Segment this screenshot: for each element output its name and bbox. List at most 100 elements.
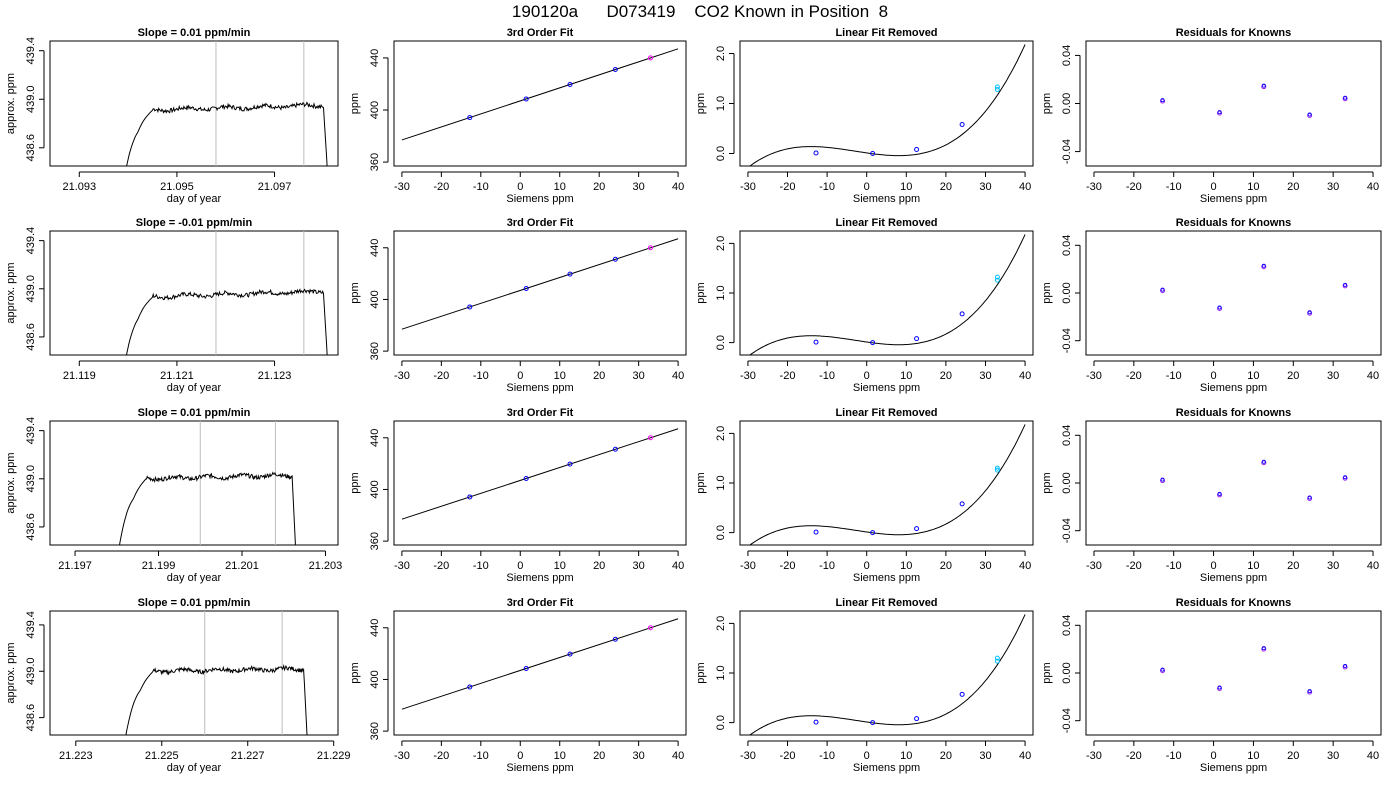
x-tick-label: -20	[1126, 370, 1142, 382]
plot-frame	[739, 610, 1034, 736]
x-tick-label: -20	[780, 750, 796, 762]
co2-trace-line	[126, 101, 328, 166]
x-tick-label: 0	[517, 750, 523, 762]
x-tick-label: 30	[1327, 181, 1339, 193]
x-tick-label: 0	[1211, 560, 1217, 572]
x-tick-label: 21.203	[309, 560, 343, 572]
panel-title: 3rd Order Fit	[507, 27, 574, 39]
x-tick-label: -30	[740, 750, 756, 762]
panel-timeseries-row-1: Slope = 0.01 ppm/min 21.093 21.095 21.097 da…	[5, 27, 339, 205]
panel-title: Slope = 0.01 ppm/min	[138, 27, 251, 39]
y-tick-label: 1.0	[715, 665, 727, 680]
y-axis-label: ppm	[1041, 93, 1053, 114]
residual-point-overlay	[1217, 685, 1222, 690]
x-tick-label: -20	[780, 370, 796, 382]
residual-point	[1307, 689, 1313, 695]
panel-title: Linear Fit Removed	[835, 27, 937, 39]
x-tick-label: -30	[394, 181, 410, 193]
x-tick-label: 21.201	[225, 560, 259, 572]
y-tick-label: 400	[369, 670, 381, 688]
plot-frame	[49, 230, 339, 356]
y-axis-label: ppm	[349, 662, 361, 683]
y-tick-label: 0.00	[1061, 662, 1073, 683]
x-axis-label: day of year	[167, 572, 222, 584]
x-tick-label: -10	[1166, 181, 1182, 193]
residual-point-overlay	[1343, 95, 1348, 100]
x-tick-label: -10	[1166, 750, 1182, 762]
x-tick-label: 20	[593, 370, 605, 382]
x-axis-label: Siemens ppm	[853, 382, 920, 394]
fit-data-point	[647, 435, 653, 441]
panel-title: Residuals for Knowns	[1176, 27, 1292, 39]
x-tick-label: -30	[1086, 370, 1102, 382]
x-tick-label: 30	[1327, 560, 1339, 572]
residual-point-overlay	[1307, 689, 1312, 694]
x-tick-label: -10	[819, 181, 835, 193]
plot-frame	[739, 40, 1034, 167]
panel-title: Residuals for Knowns	[1176, 597, 1292, 609]
y-tick-label: 0.0	[715, 525, 727, 540]
x-tick-label: 30	[633, 181, 645, 193]
x-axis-label: Siemens ppm	[506, 193, 573, 205]
panel-fit-row-2: 3rd Order Fit -30 -20 -10 0 10 20 30 40 Siemens p…	[349, 217, 687, 394]
x-tick-label: 40	[1019, 750, 1031, 762]
fit-curve-line	[401, 48, 679, 141]
x-tick-label: 10	[1247, 370, 1259, 382]
removed-data-point	[994, 465, 1000, 471]
x-tick-label: 30	[979, 750, 991, 762]
plot-area	[1160, 646, 1348, 695]
x-tick-label: -30	[1086, 750, 1102, 762]
y-tick-label: 440	[369, 49, 381, 67]
residual-curve-line	[749, 424, 1026, 545]
y-axis-label: ppm	[1041, 282, 1053, 303]
x-tick-label: 0	[1211, 370, 1217, 382]
removed-data-point	[994, 655, 1000, 661]
x-tick-label: -30	[1086, 181, 1102, 193]
y-tick-label: 438.6	[25, 134, 37, 162]
fit-data-point	[523, 665, 529, 671]
plot-area	[401, 618, 679, 710]
residual-point-overlay	[1217, 305, 1222, 310]
x-tick-label: 40	[1019, 181, 1031, 193]
residual-point	[1217, 492, 1223, 498]
y-axis-label: ppm	[349, 472, 361, 493]
panel-residuals-row-3: Residuals for Knowns -30 -20 -10 0 10 20 30 40 Si…	[1041, 407, 1382, 584]
y-axis-label: approx. ppm	[5, 642, 17, 703]
removed-data-point	[994, 274, 1000, 280]
x-tick-label: 20	[593, 181, 605, 193]
y-tick-label: 0.0	[715, 146, 727, 161]
removed-data-point	[813, 719, 819, 725]
panel-removed-row-1: Linear Fit Removed -30 -20 -10 0 10 20 30 40 Siem…	[695, 27, 1034, 205]
y-tick-label: 440	[369, 619, 381, 637]
x-tick-label: 30	[1327, 370, 1339, 382]
residual-point	[1160, 98, 1166, 104]
x-tick-label: -10	[473, 181, 489, 193]
x-tick-label: 10	[554, 750, 566, 762]
y-tick-label: -0.04	[1061, 518, 1073, 543]
plot-area	[401, 48, 679, 141]
x-tick-label: -10	[819, 370, 835, 382]
plot-frame	[393, 610, 687, 736]
panel-fit-row-3: 3rd Order Fit -30 -20 -10 0 10 20 30 40 Siemens p…	[349, 407, 687, 584]
x-axis-label: Siemens ppm	[853, 572, 920, 584]
x-tick-label: 30	[633, 370, 645, 382]
panel-timeseries-row-3: Slope = 0.01 ppm/min 21.197 21.199 21.201 21…	[5, 407, 342, 584]
fit-data-point	[467, 304, 473, 310]
x-tick-label: 40	[672, 560, 684, 572]
y-tick-label: 439.4	[25, 227, 37, 255]
x-tick-label: 20	[940, 181, 952, 193]
x-tick-label: 0	[517, 370, 523, 382]
fit-data-point	[523, 475, 529, 481]
plot-area	[125, 231, 328, 355]
removed-data-point	[959, 691, 965, 697]
panel-timeseries-row-4: Slope = 0.01 ppm/min 21.223 21.225 21.227 21…	[5, 597, 351, 774]
x-tick-label: 0	[864, 370, 870, 382]
panel-title: Linear Fit Removed	[835, 217, 937, 229]
residual-point	[1261, 646, 1267, 652]
residual-point-overlay	[1160, 667, 1165, 672]
x-tick-label: 21.095	[160, 181, 194, 193]
removed-data-point	[870, 530, 876, 536]
x-tick-label: 10	[554, 560, 566, 572]
x-tick-label: -10	[1166, 370, 1182, 382]
x-tick-label: 21.223	[59, 750, 93, 762]
